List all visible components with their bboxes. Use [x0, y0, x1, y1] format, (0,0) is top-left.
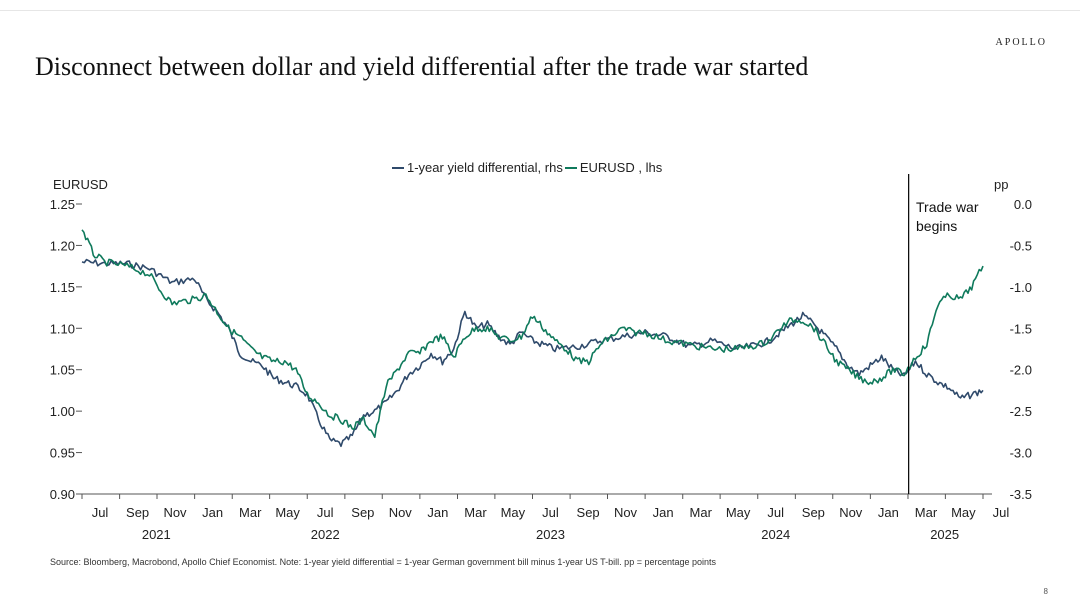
event-label-line1: Trade war	[916, 199, 979, 215]
right-tick-label: -2.5	[1010, 404, 1032, 419]
x-tick-label: Nov	[839, 505, 863, 520]
right-tick-label: -2.0	[1010, 363, 1032, 378]
x-tick-label: Mar	[690, 505, 713, 520]
left-tick-label: 0.90	[50, 487, 75, 502]
right-tick-label: -1.0	[1010, 280, 1032, 295]
header-divider	[0, 10, 1080, 11]
legend-label-eurusd: EURUSD , lhs	[579, 160, 663, 175]
source-footnote: Source: Bloomberg, Macrobond, Apollo Chi…	[50, 557, 717, 567]
left-tick-label: 0.95	[50, 446, 75, 461]
x-year-label: 2021	[142, 527, 171, 542]
x-year-label: 2023	[536, 527, 565, 542]
x-tick-label: Jul	[767, 505, 784, 520]
x-tick-label: Jul	[542, 505, 559, 520]
x-tick-label: Jul	[993, 505, 1010, 520]
legend-swatch-yield	[392, 166, 404, 169]
x-tick-label: May	[951, 505, 976, 520]
x-tick-label: Jan	[878, 505, 899, 520]
legend-label-yield: 1-year yield differential, rhs	[407, 160, 563, 175]
x-tick-label: Sep	[577, 505, 600, 520]
x-tick-label: Sep	[351, 505, 374, 520]
right-tick-label: -1.5	[1010, 321, 1032, 336]
x-tick-label: Mar	[464, 505, 487, 520]
legend-swatch-eurusd	[564, 166, 577, 169]
x-tick-label: Nov	[389, 505, 413, 520]
x-tick-label: Mar	[915, 505, 938, 520]
x-tick-label: Mar	[239, 505, 262, 520]
x-tick-label: Jan	[427, 505, 448, 520]
right-tick-label: -0.5	[1010, 238, 1032, 253]
chart-title: Disconnect between dollar and yield diff…	[35, 52, 809, 81]
x-tick-label: Nov	[163, 505, 187, 520]
x-tick-label: Jul	[317, 505, 334, 520]
page-number: 8	[1043, 587, 1048, 596]
x-tick-label: Jan	[202, 505, 223, 520]
x-tick-label: May	[501, 505, 526, 520]
event-label-line2: begins	[916, 218, 957, 234]
left-tick-label: 1.05	[50, 363, 75, 378]
left-tick-label: 1.20	[50, 238, 75, 253]
left-tick-label: 1.10	[50, 321, 75, 336]
right-tick-label: -3.5	[1010, 487, 1032, 502]
brand-logo: APOLLO	[995, 37, 1047, 48]
right-axis-label: pp	[994, 177, 1008, 192]
x-tick-label: Sep	[802, 505, 825, 520]
right-tick-label: 0.0	[1014, 197, 1032, 212]
x-year-label: 2022	[311, 527, 340, 542]
x-tick-label: May	[726, 505, 751, 520]
x-year-label: 2024	[761, 527, 790, 542]
right-tick-label: -3.0	[1010, 446, 1032, 461]
x-tick-label: Jan	[653, 505, 674, 520]
x-tick-label: Jul	[92, 505, 109, 520]
x-tick-label: Nov	[614, 505, 638, 520]
eurusd-line	[81, 229, 984, 438]
left-tick-label: 1.25	[50, 197, 75, 212]
chart-legend: 1-year yield differential, rhs EURUSD , …	[392, 160, 662, 175]
left-axis-label: EURUSD	[53, 177, 108, 192]
left-tick-label: 1.00	[50, 404, 75, 419]
x-tick-label: Sep	[126, 505, 149, 520]
x-tick-label: May	[275, 505, 300, 520]
x-year-label: 2025	[930, 527, 959, 542]
left-tick-label: 1.15	[50, 280, 75, 295]
yield-differential-line	[81, 258, 984, 448]
